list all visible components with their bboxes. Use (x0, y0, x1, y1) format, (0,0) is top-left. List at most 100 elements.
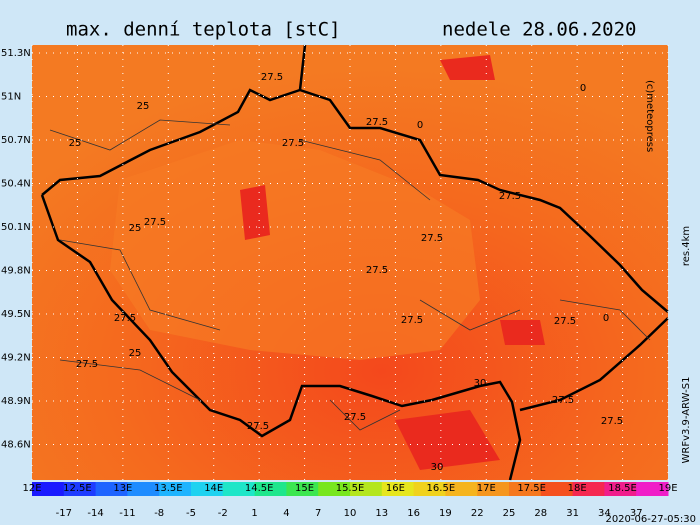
contour-label: 27.5 (552, 395, 574, 406)
contour-label: 27.5 (344, 412, 366, 423)
lon-label: 17.5E (517, 483, 546, 494)
lon-label: 13.5E (154, 483, 183, 494)
colorbar-segment (286, 482, 319, 496)
colorbar-label: 37 (630, 508, 643, 519)
lat-label: 51N (1, 92, 21, 103)
resolution: res.4km (681, 226, 692, 266)
colorbar-label: 16 (407, 508, 420, 519)
colorbar-label: -14 (87, 508, 103, 519)
contour-label: 0 (603, 313, 609, 324)
colorbar-segment (413, 482, 446, 496)
title: max. denní teplota [stC] (66, 19, 341, 41)
contour-label: 30 (431, 462, 444, 473)
lon-label: 16.5E (427, 483, 456, 494)
contour-label: 27.5 (401, 315, 423, 326)
date: nedele 28.06.2020 (442, 19, 636, 41)
colorbar-label: -17 (56, 508, 72, 519)
colorbar-segment (540, 482, 574, 496)
contour-label: 30 (474, 378, 487, 389)
colorbar-label: 22 (471, 508, 484, 519)
contour-label: 0 (580, 83, 586, 94)
border (519, 317, 669, 412)
colorbar-label: 28 (534, 508, 547, 519)
colorbar-label: 34 (598, 508, 611, 519)
colorbar-segment (477, 482, 510, 496)
lon-label: 18E (568, 483, 587, 494)
lat-label: 48.9N (1, 396, 31, 407)
contour-label: 27.5 (554, 316, 576, 327)
contour-label: 25 (137, 101, 150, 112)
colorbar-segment (318, 482, 351, 496)
contour-label: 25 (129, 348, 142, 359)
cooler-area (110, 140, 480, 360)
copyright: (c)meteopress (644, 80, 655, 152)
contour-label: 27.5 (366, 117, 388, 128)
contour-label: 27.5 (499, 191, 521, 202)
model: WRFv3.9-ARW-S1 (681, 377, 692, 464)
colorbar-label: 1 (251, 508, 257, 519)
timestamp: 2020-06-27-05:30 (605, 514, 696, 525)
lat-label: 49.5N (1, 309, 31, 320)
colorbar-segment (127, 482, 160, 496)
lon-label: 12E (22, 483, 41, 494)
colorbar-label: 7 (315, 508, 321, 519)
lon-label: 15E (295, 483, 314, 494)
colorbar-label: 13 (375, 508, 388, 519)
contour-label: 27.5 (366, 265, 388, 276)
lon-label: 19E (658, 483, 677, 494)
colorbar-label: -8 (154, 508, 164, 519)
colorbar-segment (159, 482, 192, 496)
lon-label: 14.5E (245, 483, 274, 494)
lat-label: 49.8N (1, 266, 31, 277)
contour-label: 25 (129, 223, 142, 234)
contour-label: 27.5 (114, 313, 136, 324)
contour-label: 27.5 (282, 138, 304, 149)
lon-label: 14E (204, 483, 223, 494)
lon-label: 18.5E (608, 483, 637, 494)
colorbar-label: 4 (283, 508, 289, 519)
contour-label: 27.5 (601, 416, 623, 427)
border (298, 44, 669, 313)
colorbar-label: 31 (566, 508, 579, 519)
lat-label: 48.6N (1, 440, 31, 451)
colorbar-segment (63, 482, 97, 496)
contour-line (49, 119, 651, 431)
colorbar-segment (509, 482, 542, 496)
lon-label: 12.5E (63, 483, 92, 494)
colorbar-label: -2 (218, 508, 228, 519)
colorbar-segment (95, 482, 128, 496)
colorbar-label: -5 (186, 508, 196, 519)
contour-label: 27.5 (421, 233, 443, 244)
colorbar-segment (381, 482, 415, 496)
lon-label: 13E (113, 483, 132, 494)
border (40, 194, 522, 481)
lon-label: 16E (386, 483, 405, 494)
contour-label: 27.5 (76, 359, 98, 370)
colorbar-label: -11 (119, 508, 135, 519)
contour-label: 0 (417, 120, 423, 131)
colorbar-segment (572, 482, 605, 496)
lon-label: 15.5E (336, 483, 365, 494)
contour-label: 25 (69, 138, 82, 149)
colorbar-label: 25 (503, 508, 516, 519)
lat-label: 51.3N (1, 48, 31, 59)
lon-label: 17E (477, 483, 496, 494)
contour-label: 27.5 (144, 217, 166, 228)
lat-label: 50.1N (1, 222, 31, 233)
colorbar-segment (636, 482, 669, 496)
contour-label: 27.5 (247, 421, 269, 432)
colorbar-segment (445, 482, 478, 496)
colorbar-segment (254, 482, 287, 496)
lat-label: 50.7N (1, 135, 31, 146)
colorbar-segment (191, 482, 224, 496)
colorbar-label: 19 (439, 508, 452, 519)
contour-label: 27.5 (261, 72, 283, 83)
colorbar-segment (350, 482, 383, 496)
colorbar-label: 10 (344, 508, 357, 519)
lat-label: 50.4N (1, 179, 31, 190)
lat-label: 49.2N (1, 353, 31, 364)
colorbar-segment (222, 482, 256, 496)
colorbar-segment (32, 482, 65, 496)
colorbar-segment (604, 482, 637, 496)
